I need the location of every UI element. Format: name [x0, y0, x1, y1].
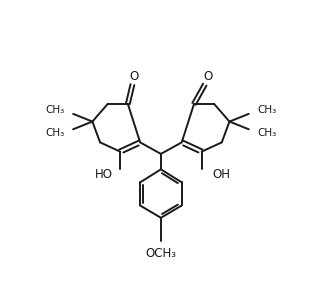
Text: CH₃: CH₃ [257, 128, 276, 138]
Text: O: O [129, 70, 138, 84]
Text: CH₃: CH₃ [46, 105, 65, 115]
Text: O: O [203, 70, 213, 84]
Text: HO: HO [95, 168, 112, 181]
Text: OH: OH [213, 168, 230, 181]
Text: CH₃: CH₃ [257, 105, 276, 115]
Text: CH₃: CH₃ [46, 128, 65, 138]
Text: OCH₃: OCH₃ [145, 247, 176, 260]
